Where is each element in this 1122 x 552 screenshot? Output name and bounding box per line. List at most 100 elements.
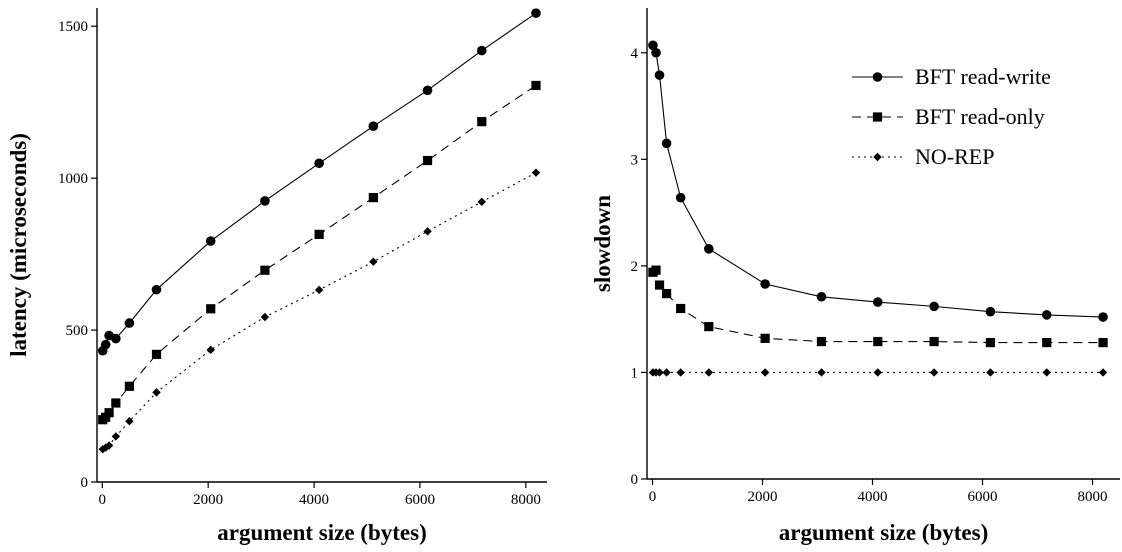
latency-point-bft-read-only xyxy=(531,80,541,91)
latency-series-line-no-rep xyxy=(102,172,537,450)
slowdown-point-no-rep xyxy=(662,368,671,377)
latency-point-no-rep xyxy=(206,345,215,355)
latency-point-bft-read-write xyxy=(100,339,111,350)
slowdown-x-tick-label: 4000 xyxy=(858,489,888,505)
legend-label-no-rep: NO-REP xyxy=(915,144,994,169)
slowdown-x-tick-label: 0 xyxy=(649,489,657,505)
latency-point-bft-read-write xyxy=(111,333,121,344)
latency-point-bft-read-only xyxy=(206,304,216,314)
slowdown-y-tick-label: 4 xyxy=(631,46,639,62)
slowdown-point-no-rep xyxy=(760,368,770,377)
slowdown-point-bft-read-write xyxy=(648,40,658,51)
slowdown-point-bft-read-write xyxy=(985,306,996,317)
latency-point-no-rep xyxy=(152,388,161,397)
latency-y-tick-label: 1500 xyxy=(58,19,88,35)
slowdown-point-bft-read-only xyxy=(704,322,714,332)
latency-x-tick-label: 0 xyxy=(99,492,107,508)
latency-point-no-rep xyxy=(111,432,121,441)
slowdown-point-no-rep xyxy=(1098,368,1108,377)
slowdown-point-no-rep xyxy=(655,368,664,377)
latency-point-bft-read-only xyxy=(104,408,114,418)
latency-point-no-rep xyxy=(314,285,324,295)
latency-y-tick-label: 500 xyxy=(66,323,89,339)
latency-y-tick-label: 1000 xyxy=(58,171,88,187)
latency-y-axis-title: latency (microseconds) xyxy=(6,133,31,357)
slowdown-point-bft-read-write xyxy=(704,244,714,254)
latency-y-tick-label: 0 xyxy=(81,475,89,491)
latency-point-bft-read-only xyxy=(477,117,487,127)
latency-series-line-bft-read-write xyxy=(102,12,537,351)
latency-point-no-rep xyxy=(477,197,486,207)
slowdown-point-bft-read-only xyxy=(651,265,661,275)
slowdown-point-bft-read-only xyxy=(1098,338,1108,348)
legend-marker-bft-read-write xyxy=(872,72,883,82)
slowdown-x-axis-title: argument size (bytes) xyxy=(779,520,989,545)
slowdown-point-no-rep xyxy=(1042,368,1051,377)
latency-point-bft-read-write xyxy=(260,196,270,206)
slowdown-point-bft-read-write xyxy=(1098,312,1108,322)
slowdown-point-bft-read-write xyxy=(816,291,827,302)
latency-x-tick-label: 6000 xyxy=(405,492,435,508)
latency-point-bft-read-write xyxy=(476,45,487,56)
slowdown-point-bft-read-only xyxy=(654,280,665,290)
slowdown-point-no-rep xyxy=(929,368,939,377)
latency-point-bft-read-write xyxy=(314,158,324,169)
slowdown-point-no-rep xyxy=(873,368,882,377)
slowdown-point-bft-read-write xyxy=(661,138,672,149)
slowdown-point-bft-read-only xyxy=(676,303,686,314)
latency-series-line-bft-read-only xyxy=(102,85,537,421)
slowdown-point-bft-read-write xyxy=(760,279,770,289)
slowdown-point-bft-read-only xyxy=(873,336,883,347)
latency-x-axis-title: argument size (bytes) xyxy=(217,520,427,545)
slowdown-point-bft-read-write xyxy=(651,47,661,58)
legend-marker-no-rep xyxy=(873,152,882,162)
legend-label-bft-read-write: BFT read-write xyxy=(915,64,1051,89)
latency-point-no-rep xyxy=(531,168,541,177)
slowdown-point-no-rep xyxy=(986,368,995,377)
legend-label-bft-read-only: BFT read-only xyxy=(915,104,1045,129)
latency-point-no-rep xyxy=(125,417,134,426)
latency-point-bft-read-only xyxy=(314,229,324,239)
latency-x-tick-label: 2000 xyxy=(193,492,223,508)
slowdown-point-bft-read-write xyxy=(929,301,939,312)
legend-marker-bft-read-only xyxy=(872,112,883,122)
latency-point-bft-read-only xyxy=(124,381,134,391)
slowdown-point-bft-read-only xyxy=(985,338,996,348)
slowdown-point-bft-read-only xyxy=(760,333,770,343)
slowdown-x-tick-label: 2000 xyxy=(748,489,778,505)
latency-point-no-rep xyxy=(423,227,432,236)
latency-point-bft-read-only xyxy=(151,349,162,359)
slowdown-point-bft-read-only xyxy=(929,336,939,347)
slowdown-y-tick-label: 3 xyxy=(631,152,639,168)
latency-chart: 0 2000 4000 6000 8000 0 500 1000 1500 argument si… xyxy=(6,8,547,545)
slowdown-point-bft-read-only xyxy=(816,336,827,347)
slowdown-point-no-rep xyxy=(676,368,685,377)
latency-point-bft-read-write xyxy=(531,8,541,18)
latency-point-bft-read-only xyxy=(111,398,121,408)
slowdown-x-tick-label: 6000 xyxy=(968,489,998,505)
slowdown-y-tick-label: 2 xyxy=(631,259,639,275)
slowdown-point-bft-read-write xyxy=(654,70,665,80)
latency-point-bft-read-write xyxy=(368,121,379,131)
latency-point-no-rep xyxy=(104,441,114,450)
latency-point-bft-read-only xyxy=(260,265,270,275)
latency-point-bft-read-write xyxy=(124,318,135,328)
slowdown-chart: 0 2000 4000 6000 8000 0 1 2 3 4 argument size (byt… xyxy=(590,8,1120,545)
slowdown-point-no-rep xyxy=(817,368,826,377)
latency-point-no-rep xyxy=(260,312,270,322)
slowdown-y-tick-label: 1 xyxy=(631,365,639,381)
slowdown-point-no-rep xyxy=(704,368,714,377)
latency-point-bft-read-write xyxy=(422,85,433,96)
latency-point-no-rep xyxy=(369,257,378,266)
slowdown-point-bft-read-write xyxy=(872,297,883,307)
latency-point-bft-read-write xyxy=(151,284,162,295)
latency-point-bft-read-write xyxy=(205,236,216,246)
slowdown-point-bft-read-only xyxy=(661,288,672,299)
latency-x-tick-label: 4000 xyxy=(299,492,329,508)
slowdown-point-bft-read-write xyxy=(675,192,686,203)
latency-x-tick-label: 8000 xyxy=(511,492,541,508)
slowdown-y-tick-label: 0 xyxy=(631,472,639,488)
latency-point-bft-read-only xyxy=(422,155,433,166)
latency-point-bft-read-only xyxy=(368,193,378,203)
